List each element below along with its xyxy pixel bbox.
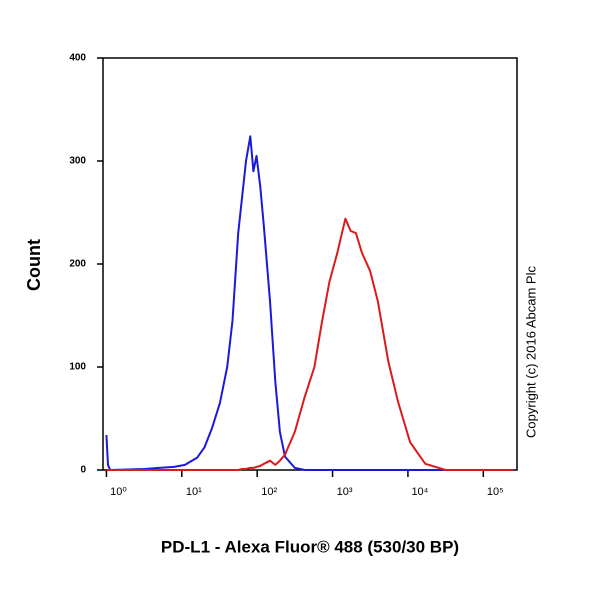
x-tick-label: 10¹ <box>186 486 202 498</box>
y-axis-label: Count <box>24 239 44 291</box>
x-tick-label: 10² <box>261 486 277 498</box>
x-tick-label: 10³ <box>337 486 353 498</box>
x-axis-label: PD-L1 - Alexa Fluor® 488 (530/30 BP) <box>161 537 459 556</box>
histogram-line <box>105 135 514 471</box>
y-tick-label: 300 <box>69 156 86 167</box>
plot-frame <box>102 57 518 471</box>
histogram-line <box>106 217 514 471</box>
y-tick-label: 0 <box>80 465 86 476</box>
y-tick-label: 400 <box>69 53 86 64</box>
y-tick-label: 100 <box>69 362 86 373</box>
y-tick-label: 200 <box>69 259 86 270</box>
copyright: Copyright (c) 2016 Abcam Plc <box>523 266 538 438</box>
x-tick-label: 10⁰ <box>110 486 127 498</box>
x-tick-label: 10⁵ <box>487 486 504 498</box>
x-tick-label: 10⁴ <box>411 486 428 498</box>
